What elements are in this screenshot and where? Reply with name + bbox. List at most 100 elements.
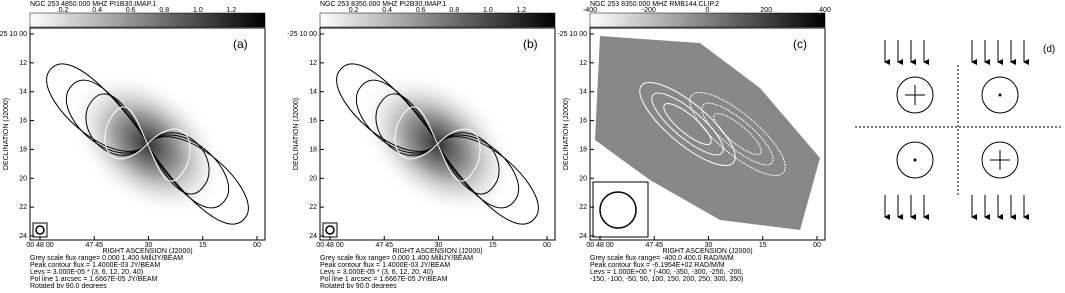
note: Peak contour flux = 1.4000E-03 JY/BEAM: [30, 262, 160, 269]
colorbar-tick-label: 0.4: [382, 7, 392, 14]
colorbar-tick-label: 1.0: [193, 7, 203, 14]
x-tick-label: 47 45: [85, 242, 103, 249]
colorbar: [589, 12, 826, 28]
y-tick-label: 22: [309, 204, 317, 211]
note: Grey scale flux range= -400.0 400.0 RAD/…: [590, 255, 734, 262]
y-tick-label: 16: [579, 118, 587, 125]
frame: [29, 27, 266, 241]
y-tick-label: 14: [19, 89, 27, 96]
x-tick-label: 00 48 00: [316, 242, 343, 249]
beam: [599, 191, 637, 229]
x-tick-label: 00: [253, 242, 261, 249]
colorbar-tick-label: 200: [760, 7, 772, 14]
beam-box: [592, 181, 649, 238]
y-tick-label: 14: [309, 89, 317, 96]
y-tick-label: 24: [19, 233, 27, 240]
y-tick-label: 20: [579, 175, 587, 182]
y-axis-label: DECLINATION (J2000): [3, 98, 10, 170]
y-tick-label: 14: [579, 89, 587, 96]
contour: [46, 63, 249, 225]
panel-label: (d): [1043, 44, 1055, 55]
y-tick-label: -25 10 00: [287, 31, 317, 38]
note: Pol line 1 arcsec = 1.6667E-05 JY/BEAM: [30, 276, 158, 283]
y-tick-label: 16: [309, 118, 317, 125]
contour: [85, 93, 210, 195]
y-tick-label: 16: [19, 118, 27, 125]
note: Pol line 1 arcsec = 1.6667E-05 JY/BEAM: [320, 276, 448, 283]
panel-label: (a): [233, 37, 248, 51]
colorbar-tick-label: 400: [819, 7, 831, 14]
y-tick-label: -25 10 00: [0, 31, 27, 38]
y-axis-label: DECLINATION (J2000): [563, 98, 570, 170]
contour: [336, 63, 539, 225]
y-tick-label: 18: [309, 146, 317, 153]
x-tick-label: 30: [435, 242, 443, 249]
y-tick-label: 20: [19, 175, 27, 182]
colorbar-tick-label: 0: [706, 7, 710, 14]
panel: NGC 253 4850.000 MHZ PI1B30.IMAP.10.2 0.4…: [0, 1, 266, 290]
x-axis-label: RIGHT ASCENSION (J2000): [392, 248, 482, 255]
panel-title: NGC 253 8350.000 MHZ RMB144.CLIP.2: [590, 1, 719, 8]
contour: [689, 92, 786, 176]
x-tick-label: 00: [813, 242, 821, 249]
colorbar-tick-label: 1.2: [227, 7, 237, 14]
y-tick-label: 24: [579, 233, 587, 240]
colorbar: [29, 12, 266, 28]
panel: NGC 253 8350.000 MHZ PI2B30.IMAP.10.2 0.4…: [287, 1, 556, 290]
panel: NGC 253 8350.000 MHZ RMB144.CLIP.2-400 -2…: [557, 1, 831, 283]
note: -150, -100, -50, 50, 100, 150, 200, 250,…: [590, 276, 743, 283]
contour: [713, 113, 762, 155]
colorbar-tick-label: 1.2: [517, 7, 527, 14]
note: Grey scale flux range= 0.000 1.400 Milli…: [320, 255, 473, 262]
colorbar-tick-label: 0.8: [159, 7, 169, 14]
note: Rotated by 90.0 degrees: [320, 283, 397, 288]
frame: [319, 27, 556, 241]
beam-box: [32, 222, 48, 238]
contour: [663, 103, 712, 145]
note: Rotated by 90.0 degrees: [30, 283, 107, 288]
colorbar-tick-label: 1.0: [483, 7, 493, 14]
panel-title: NGC 253 4850.000 MHZ PI1B30.IMAP.1: [30, 1, 156, 8]
y-tick-label: 20: [309, 175, 317, 182]
contour: [65, 79, 230, 209]
colorbar-tick-label: 0.2: [59, 7, 69, 14]
colorbar-tick-label: -200: [642, 7, 656, 14]
note: Levs = 3.000E-05 * (3, 6, 12, 20, 40): [320, 269, 433, 276]
colorbar-tick-label: 0.6: [416, 7, 426, 14]
note: Levs = 3.000E-05 * (3, 6, 12, 20, 40): [30, 269, 143, 276]
beam: [35, 225, 45, 235]
contour: [701, 102, 774, 166]
y-tick-label: 18: [19, 146, 27, 153]
x-tick-label: 15: [759, 242, 767, 249]
note: Grey scale flux range= 0.000 1.400 Milli…: [30, 255, 183, 262]
contour: [651, 92, 724, 156]
colorbar-tick-label: 0.8: [449, 7, 459, 14]
frame: [589, 27, 826, 241]
y-tick-label: 12: [579, 60, 587, 67]
panel-label: (c): [793, 37, 807, 51]
diagram-d: [855, 65, 1062, 195]
x-tick-label: 47 45: [645, 242, 663, 249]
note: Peak contour flux = -6.1954E+02 RAD/M/M: [590, 262, 725, 269]
x-tick-label: 00 48 00: [26, 242, 53, 249]
x-tick-label: 15: [199, 242, 207, 249]
colorbar: [319, 12, 556, 28]
x-tick-label: 00 48 00: [586, 242, 613, 249]
x-tick-label: 47 45: [375, 242, 393, 249]
y-tick-label: 22: [579, 204, 587, 211]
x-tick-label: 00: [543, 242, 551, 249]
note: Peak contour flux = 1.4000E-03 JY/BEAM: [320, 262, 450, 269]
panel-label: (b): [523, 37, 538, 51]
contour: [104, 106, 191, 182]
x-axis-label: RIGHT ASCENSION (J2000): [662, 248, 752, 255]
note: Levs = 1.000E+00 * (-400, -350, -300, -2…: [590, 269, 743, 276]
contour: [375, 93, 500, 195]
y-tick-label: 12: [19, 60, 27, 67]
y-tick-label: 18: [579, 146, 587, 153]
y-axis-label: DECLINATION (J2000): [293, 98, 300, 170]
contour: [355, 79, 520, 209]
colorbar-tick-label: 0.2: [349, 7, 359, 14]
colorbar-tick-label: 0.6: [126, 7, 136, 14]
contour: [394, 106, 481, 182]
